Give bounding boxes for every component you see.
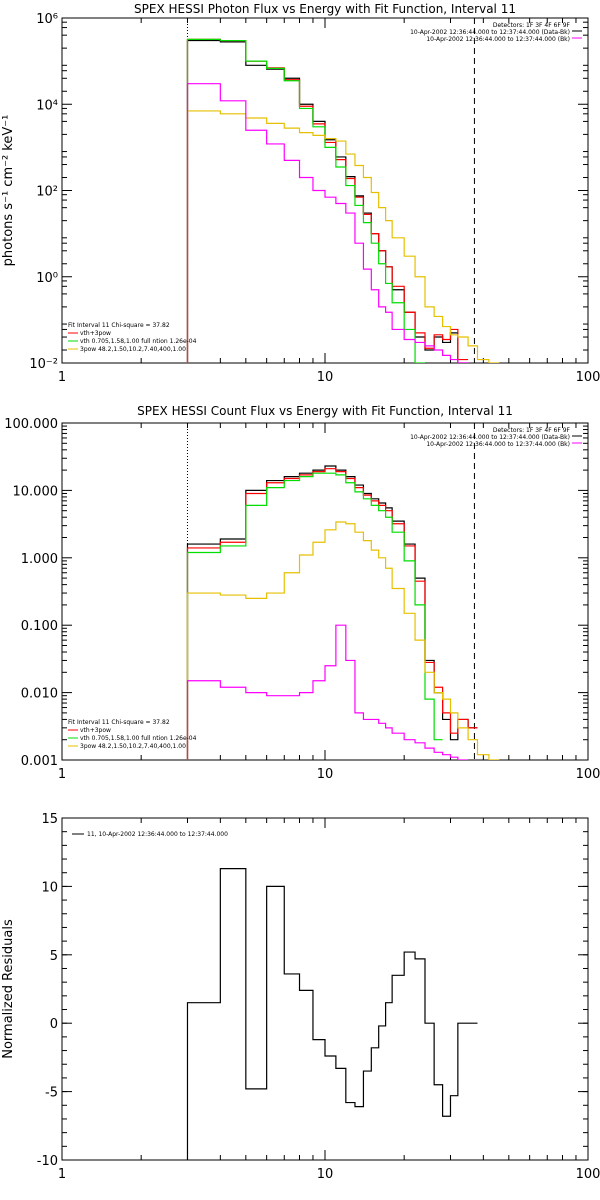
y-tick-label: 0.100 (21, 619, 58, 634)
chart-2: SPEX HESSI Count Flux vs Energy with Fit… (4, 404, 600, 782)
info-line: 10-Apr-2002 12:36:44.000 to 12:37:44.000… (410, 434, 570, 441)
chart-3: 1 10 100 -10 -5 0 5 10 15 Normalized Residuals 11,… (1, 812, 600, 1182)
series-thermal-line (186, 38, 425, 363)
series-background-line (186, 83, 469, 363)
fit-legend-label: vth+3pow (80, 727, 111, 734)
fit-legend: Fit Interval 11 Chi-square = 37.82vth+3p… (68, 322, 197, 353)
series-data-line (186, 39, 469, 363)
y-tick-label: 0.010 (21, 687, 58, 702)
info-line: Detectors: 1F 3F 4F 6F 9F (493, 427, 571, 434)
x-tick-label: 1 (58, 1167, 66, 1182)
residual-legend: 11, 10-Apr-2002 12:36:44.000 to 12:37:44… (72, 831, 228, 838)
chart-title: SPEX HESSI Count Flux vs Energy with Fit… (137, 404, 513, 418)
x-tick-label: 10 (317, 767, 334, 782)
y-tick-label: 15 (41, 812, 58, 827)
chart-title: SPEX HESSI Photon Flux vs Energy with Fi… (134, 2, 516, 16)
y-tick-label: 10 (41, 880, 58, 895)
y-tick-label: 0 (50, 1017, 58, 1032)
series-background-line (186, 624, 469, 760)
y-tick-label: -5 (45, 1086, 58, 1101)
x-tick-label: 10 (317, 1167, 334, 1182)
fit-summary: Fit Interval 11 Chi-square = 37.82 (68, 719, 170, 726)
residual-legend-label: 11, 10-Apr-2002 12:36:44.000 to 12:37:44… (87, 831, 228, 838)
x-tick-label: 1 (58, 767, 66, 782)
y-tick-label: -10 (37, 1154, 58, 1169)
fit-legend-label: vth 0.705,1.58,1.00 full ntion 1.26e-04 (80, 735, 197, 742)
info-line: 10-Apr-2002 12:36:44.000 to 12:37:44.000… (410, 29, 570, 36)
series-power-law-line (186, 110, 500, 363)
x-tick-label: 1 (58, 370, 66, 385)
series-residuals-line (186, 868, 478, 1160)
x-tick-label: 100 (576, 1167, 600, 1182)
fit-legend-label: vth+3pow (80, 330, 111, 337)
y-tick-label: 100.000 (4, 417, 58, 432)
series-group (186, 38, 500, 363)
y-tick-label: 10² (36, 185, 58, 200)
plot-frame (61, 817, 589, 1161)
y-axis-label: Normalized Residuals (1, 919, 16, 1059)
fit-legend-label: 3pow 48.2,1.50,10.2,7.40,400,1.00 (80, 743, 186, 750)
y-tick-label: 10⁶ (36, 12, 58, 27)
info-line: 10-Apr-2002 12:36:44.000 to 12:37:44.000… (426, 36, 570, 43)
fit-summary: Fit Interval 11 Chi-square = 37.82 (68, 322, 170, 329)
info-line: 10-Apr-2002 12:36:44.000 to 12:37:44.000… (426, 441, 570, 448)
info-line: Detectors: 1F 3F 4F 6F 9F (493, 22, 571, 29)
x-tick-label: 100 (576, 370, 600, 385)
y-tick-label: 0.001 (21, 754, 58, 769)
y-tick-label: 1.000 (21, 552, 58, 567)
fit-legend: Fit Interval 11 Chi-square = 37.82vth+3p… (68, 719, 197, 750)
y-tick-label: 10⁻² (29, 357, 58, 372)
y-tick-label: 10⁴ (36, 98, 58, 113)
x-tick-label: 10 (317, 370, 334, 385)
y-tick-label: 10⁰ (36, 271, 58, 286)
chart-1: SPEX HESSI Photon Flux vs Energy with Fi… (1, 2, 600, 385)
series-group (186, 465, 500, 760)
y-tick-label: 5 (50, 949, 58, 964)
fit-legend-label: 3pow 48.2,1.50,10.2,7.40,400,1.00 (80, 346, 186, 353)
series-total-fit-line (186, 38, 469, 363)
series-thermal-line (186, 472, 443, 760)
series-group (186, 868, 478, 1160)
fit-legend-label: vth 0.705,1.58,1.00 full ntion 1.26e-04 (80, 338, 197, 345)
y-axis-label: photons s⁻¹ cm⁻² keV⁻¹ (1, 115, 16, 267)
x-tick-label: 100 (576, 767, 600, 782)
y-tick-label: 10.000 (13, 484, 59, 499)
series-power-law-line (186, 521, 500, 760)
